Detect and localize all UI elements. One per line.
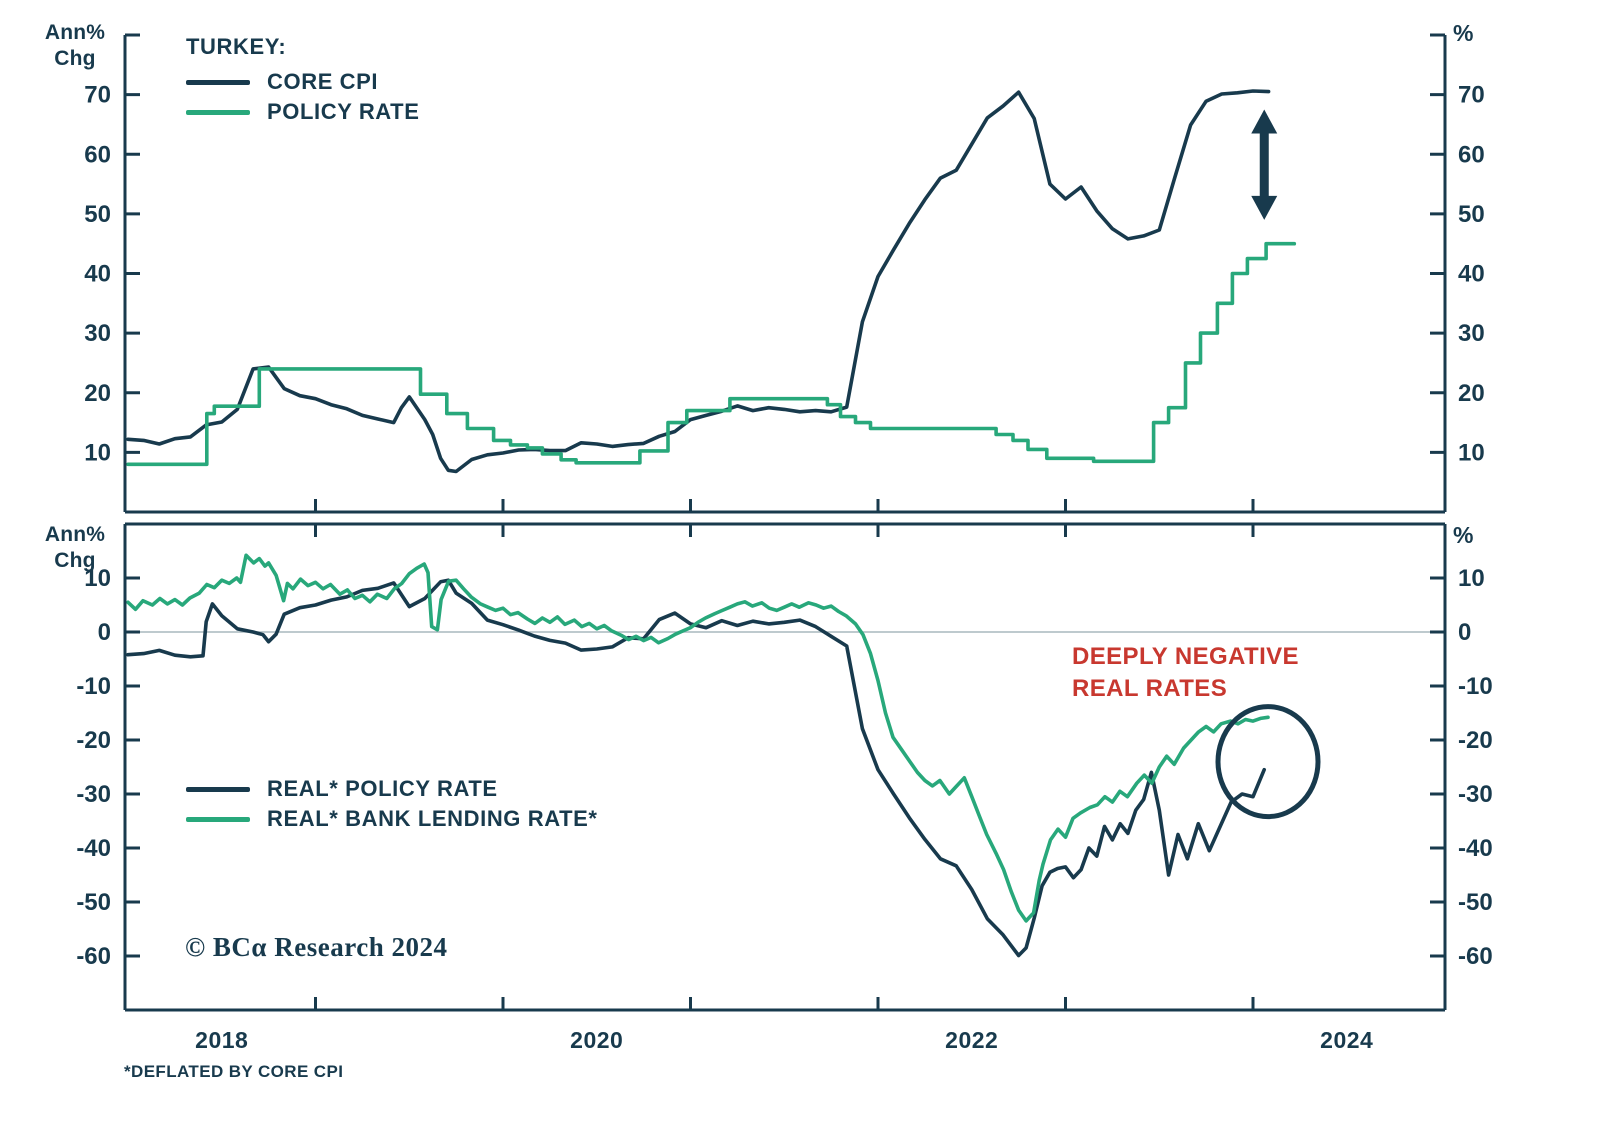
y-tick-label: 20 [84, 380, 111, 407]
y-tick-label: -20 [76, 727, 111, 754]
y-tick-label: -50 [76, 889, 111, 916]
y-tick-label: -60 [76, 943, 111, 970]
y-tick-label: 70 [84, 82, 111, 109]
bottom-legend: REAL* POLICY RATE REAL* BANK LENDING RAT… [186, 774, 598, 834]
legend-label-policy-rate: POLICY RATE [267, 99, 420, 124]
copyright-notice: © BCα Research 2024 [185, 932, 448, 962]
y-axis-unit-line1: Ann% [44, 21, 106, 44]
y-axis-unit-bottom-right: % [1453, 522, 1474, 548]
y-tick-label: 50 [84, 201, 111, 228]
annotation-line1: DEEPLY NEGATIVE [1072, 643, 1299, 670]
y-tick-label: -40 [76, 835, 111, 862]
y-tick-label: 10 [1458, 439, 1485, 466]
legend-item-real-policy-rate: REAL* POLICY RATE [186, 774, 598, 804]
y-tick-label: 30 [84, 320, 111, 347]
legend-label-real-policy-rate: REAL* POLICY RATE [267, 776, 498, 801]
policy-rate-line-swatch-icon [186, 109, 250, 115]
y-tick-label: 0 [1458, 619, 1471, 646]
y-tick-label: 50 [1458, 201, 1485, 228]
y-tick-label: 10 [84, 565, 111, 592]
y-tick-label: -60 [1458, 943, 1493, 970]
real-bank-lending-rate-line-swatch-icon [186, 816, 250, 822]
highlight-circle-icon [1215, 704, 1321, 820]
y-tick-label: -10 [76, 673, 111, 700]
y-tick-label: 70 [1458, 82, 1485, 109]
x-axis-year-label: 2018 [195, 1027, 248, 1053]
y-tick-label: -30 [1458, 781, 1493, 808]
y-tick-label: 60 [84, 141, 111, 168]
y-tick-label: 20 [1458, 380, 1485, 407]
core-cpi-line-swatch-icon [186, 79, 250, 85]
x-axis-year-label: 2024 [1320, 1027, 1373, 1053]
y-axis-unit-top-left: Ann% Chg [36, 20, 114, 72]
y-tick-label: 40 [84, 261, 111, 288]
y-tick-label: -40 [1458, 835, 1493, 862]
deflated-footnote: *DEFLATED BY CORE CPI [124, 1062, 344, 1081]
y-axis-unit-line2: Chg [54, 549, 96, 572]
legend-label-real-bank-lending-rate: REAL* BANK LENDING RATE* [267, 806, 598, 831]
gap-double-arrow-icon [1251, 109, 1278, 220]
top-legend: TURKEY: CORE CPI POLICY RATE [186, 34, 419, 127]
annotation-line2: REAL RATES [1072, 675, 1228, 702]
y-tick-label: 30 [1458, 320, 1485, 347]
y-tick-label: -10 [1458, 673, 1493, 700]
y-tick-label: 40 [1458, 261, 1485, 288]
y-tick-label: 60 [1458, 141, 1485, 168]
y-tick-label: 0 [98, 619, 111, 646]
legend-title-turkey: TURKEY: [186, 34, 287, 59]
series-policy-rate [126, 241, 1297, 467]
y-tick-label: -20 [1458, 727, 1493, 754]
deeply-negative-annotation: DEEPLY NEGATIVE REAL RATES [1072, 641, 1299, 705]
legend-label-core-cpi: CORE CPI [267, 69, 379, 94]
y-axis-unit-top-right: % [1453, 20, 1474, 46]
x-axis-year-label: 2022 [945, 1027, 998, 1053]
legend-item-policy-rate: POLICY RATE [186, 97, 419, 127]
y-tick-label: -50 [1458, 889, 1493, 916]
y-axis-unit-line1: Ann% [44, 523, 106, 546]
y-tick-label: 10 [1458, 565, 1485, 592]
legend-item-real-bank-lending-rate: REAL* BANK LENDING RATE* [186, 804, 598, 834]
y-tick-label: 10 [84, 439, 111, 466]
y-tick-label: -30 [76, 781, 111, 808]
series-core-cpi [126, 89, 1271, 474]
x-axis-year-label: 2020 [570, 1027, 623, 1053]
y-axis-unit-bottom-left: Ann% Chg [36, 522, 114, 574]
legend-item-core-cpi: CORE CPI [186, 67, 419, 97]
y-axis-unit-line2: Chg [54, 47, 96, 70]
series-real-bank-lending-rate [126, 553, 1270, 923]
series-real-policy-rate [126, 578, 1266, 958]
real-policy-rate-line-swatch-icon [186, 786, 250, 792]
